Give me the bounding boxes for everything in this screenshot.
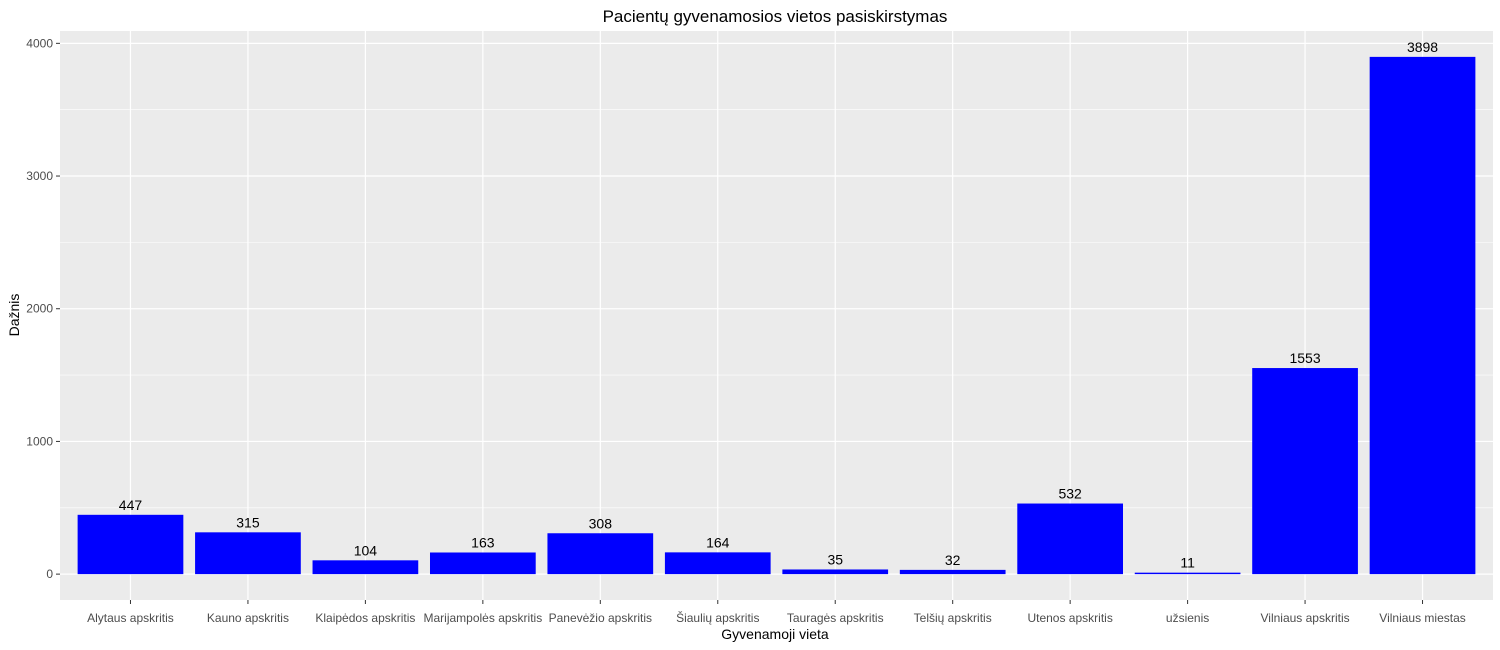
- y-tick-label: 1000: [26, 434, 53, 448]
- x-tick-label: Klaipėdos apskritis: [315, 611, 415, 625]
- bar: [429, 552, 536, 575]
- x-axis-title: Gyvenamoji vieta: [721, 626, 829, 642]
- bar-value-label: 1553: [1289, 350, 1320, 366]
- x-tick-label: Vilniaus miestas: [1379, 611, 1465, 625]
- x-tick-label: Vilniaus apskritis: [1260, 611, 1349, 625]
- bar-labels: 447 315 104 163 308 164 35 32 532 11 1553 3898: [119, 39, 1439, 571]
- x-tick-label: Alytaus apskritis: [87, 611, 174, 625]
- bar: [1252, 368, 1358, 575]
- bar-value-label: 3898: [1407, 39, 1438, 55]
- bar-value-label: 32: [945, 552, 961, 568]
- bar-value-label: 532: [1058, 486, 1082, 502]
- x-tick-label: Kauno apskritis: [207, 611, 289, 625]
- bar: [195, 532, 301, 575]
- y-tick-label: 3000: [26, 169, 53, 183]
- bar: [899, 569, 1006, 575]
- bar-value-label: 35: [827, 551, 843, 567]
- bar-value-label: 11: [1180, 555, 1195, 571]
- bar: [664, 552, 771, 575]
- bar: [1134, 572, 1241, 575]
- bar: [1369, 56, 1476, 575]
- x-tick-label: Panevėžio apskritis: [549, 611, 652, 625]
- x-tick-label: Telšių apskritis: [914, 611, 992, 625]
- y-tick-label: 4000: [26, 36, 53, 50]
- bars: [77, 56, 1476, 575]
- bar-value-label: 315: [236, 514, 260, 530]
- chart-title: Pacientų gyvenamosios vietos pasiskirsty…: [603, 7, 948, 26]
- x-axis: Alytaus apskritis Kauno apskritis Klaipėdo…: [87, 600, 1466, 625]
- x-tick-label: Tauragės apskritis: [787, 611, 884, 625]
- y-tick-label: 0: [46, 567, 53, 581]
- bar: [547, 533, 654, 575]
- bar-value-label: 308: [589, 515, 613, 531]
- bar: [312, 560, 419, 575]
- x-tick-label: užsienis: [1166, 611, 1209, 625]
- bar-value-label: 164: [706, 534, 730, 550]
- bar: [77, 514, 184, 575]
- bar: [1017, 503, 1124, 575]
- x-tick-label: Šiaulių apskritis: [676, 610, 759, 625]
- x-tick-label: Marijampolės apskritis: [424, 611, 543, 625]
- y-axis-title: Dažnis: [6, 294, 22, 337]
- bar-value-label: 104: [354, 542, 378, 558]
- y-tick-label: 2000: [26, 302, 53, 316]
- bar-value-label: 163: [471, 534, 495, 550]
- bar: [782, 569, 889, 575]
- y-axis: 0 1000 2000 3000 4000: [26, 36, 60, 581]
- x-tick-label: Utenos apskritis: [1027, 611, 1112, 625]
- bar-value-label: 447: [119, 497, 143, 513]
